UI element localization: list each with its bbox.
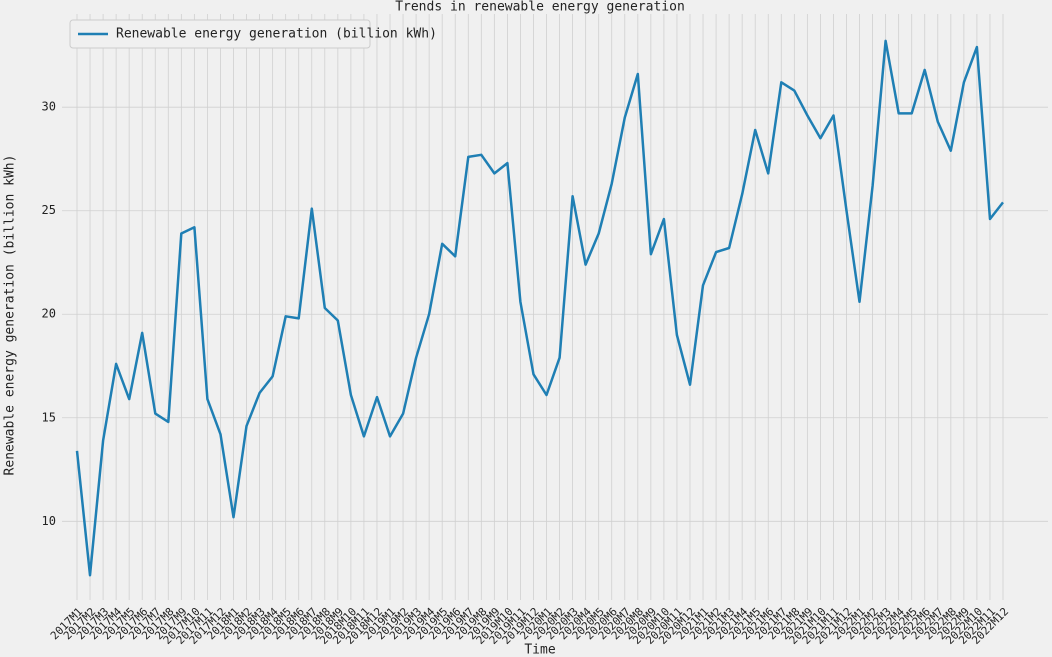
y-tick-label: 30	[42, 100, 56, 114]
x-axis-label: Time	[524, 643, 555, 657]
y-axis-label: Renewable energy generation (billion kWh…	[3, 155, 18, 476]
data-line	[75, 39, 1004, 577]
y-tick-label: 10	[42, 514, 56, 528]
legend-label: Renewable energy generation (billion kWh…	[116, 27, 437, 42]
y-tick-label: 25	[42, 203, 56, 217]
legend-box	[69, 19, 371, 49]
chart-title: Trends in renewable energy generation	[395, 0, 685, 15]
y-tick-label: 20	[42, 307, 56, 321]
y-tick-label: 15	[42, 410, 56, 424]
legend: Renewable energy generation (billion kWh…	[69, 19, 437, 49]
plot-area	[62, 14, 1048, 600]
